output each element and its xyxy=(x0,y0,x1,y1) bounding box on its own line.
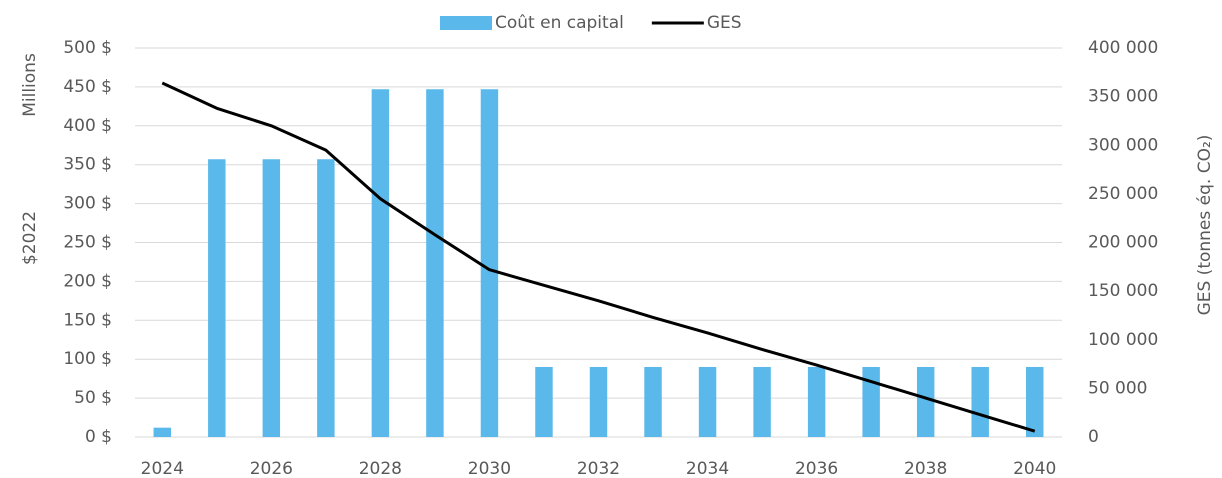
bar xyxy=(916,366,935,437)
y2-tick-label: 350 000 xyxy=(1088,87,1158,107)
legend-label: Coût en capital xyxy=(495,13,624,33)
x-tick-label: 2038 xyxy=(904,459,947,478)
y2-tick-label: 300 000 xyxy=(1088,135,1158,155)
bar xyxy=(426,89,444,437)
bar xyxy=(480,89,499,437)
y-tick-label: 50 $ xyxy=(74,388,112,408)
y-tick-label: 200 $ xyxy=(63,271,112,291)
y-tick-label: 300 $ xyxy=(63,194,112,214)
bar xyxy=(535,366,553,437)
bar xyxy=(153,427,171,437)
x-tick-label: 2026 xyxy=(250,459,293,478)
bar xyxy=(208,159,226,437)
y2-tick-label: 0 xyxy=(1088,427,1099,447)
x-tick-label: 2030 xyxy=(468,459,511,478)
y-tick-label: 0 $ xyxy=(85,427,112,447)
y2-tick-label: 200 000 xyxy=(1088,233,1158,253)
legend-swatch xyxy=(440,16,492,30)
bar xyxy=(317,159,335,437)
legend-label: GES xyxy=(707,13,742,33)
bar xyxy=(971,366,989,437)
y2-tick-label: 250 000 xyxy=(1088,184,1158,204)
y2-tick-label: 100 000 xyxy=(1088,330,1158,350)
y-tick-label: 400 $ xyxy=(63,116,112,136)
x-tick-label: 2036 xyxy=(795,459,838,478)
y-tick-label: 500 $ xyxy=(63,38,112,58)
y-tick-label: 450 $ xyxy=(63,77,112,97)
y2-tick-label: 400 000 xyxy=(1088,38,1158,58)
y-tick-label: 250 $ xyxy=(63,233,112,253)
line xyxy=(161,81,1036,433)
y-tick-label: 350 $ xyxy=(63,155,112,175)
y-axis-label: $2022 xyxy=(20,211,40,265)
x-tick-label: 2040 xyxy=(1013,459,1056,478)
y-tick-label: 150 $ xyxy=(63,310,112,330)
bar xyxy=(644,366,662,437)
y2-axis-label: GES (tonnes éq. CO₂) xyxy=(1195,135,1215,316)
bar xyxy=(589,366,608,437)
bar xyxy=(1026,366,1044,437)
bar xyxy=(753,366,771,437)
bar xyxy=(262,159,281,437)
x-tick-label: 2024 xyxy=(141,459,184,478)
y2-tick-label: 150 000 xyxy=(1088,281,1158,301)
bar xyxy=(862,366,880,437)
y-axis-label: Millions xyxy=(20,53,40,117)
bar xyxy=(698,366,717,437)
x-tick-label: 2032 xyxy=(577,459,620,478)
x-tick-label: 2028 xyxy=(359,459,402,478)
bar xyxy=(371,89,390,437)
x-tick-label: 2034 xyxy=(686,459,729,478)
y2-tick-label: 50 000 xyxy=(1088,378,1147,398)
y-tick-label: 100 $ xyxy=(63,349,112,369)
bar xyxy=(807,366,826,437)
